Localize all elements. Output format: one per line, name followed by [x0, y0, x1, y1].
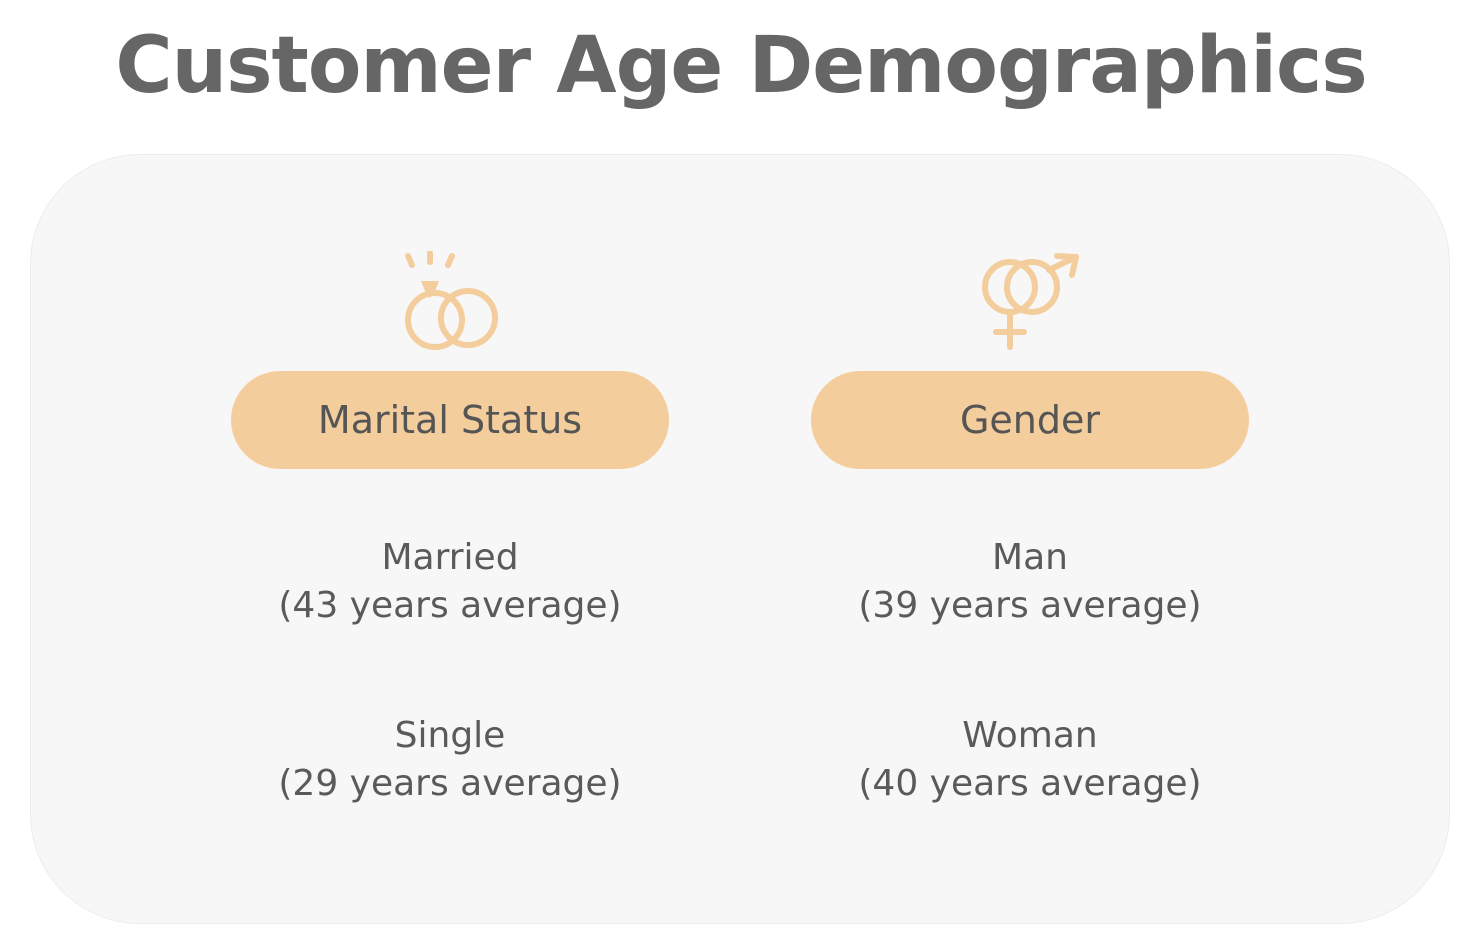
page-title: Customer Age Demographics	[115, 21, 1367, 111]
married-label: Married	[381, 537, 519, 578]
gender-symbols-icon	[982, 253, 1079, 350]
wedding-rings-icon	[405, 251, 498, 350]
man-entry: Man (39 years average)	[811, 534, 1249, 630]
woman-detail: (40 years average)	[858, 763, 1202, 804]
man-detail: (39 years average)	[858, 585, 1202, 626]
marital-status-header: Marital Status	[231, 371, 669, 469]
single-entry: Single (29 years average)	[231, 712, 669, 808]
gender-column: Gender Man (39 years average) Woman (40 …	[811, 155, 1251, 923]
marital-status-column: Marital Status Married (43 years average…	[231, 155, 671, 923]
woman-label: Woman	[962, 715, 1098, 756]
demographics-card: Marital Status Married (43 years average…	[30, 154, 1450, 924]
married-entry: Married (43 years average)	[231, 534, 669, 630]
woman-entry: Woman (40 years average)	[811, 712, 1249, 808]
married-detail: (43 years average)	[278, 585, 622, 626]
man-label: Man	[992, 537, 1068, 578]
gender-header: Gender	[811, 371, 1249, 469]
single-detail: (29 years average)	[278, 763, 622, 804]
single-label: Single	[394, 715, 506, 756]
